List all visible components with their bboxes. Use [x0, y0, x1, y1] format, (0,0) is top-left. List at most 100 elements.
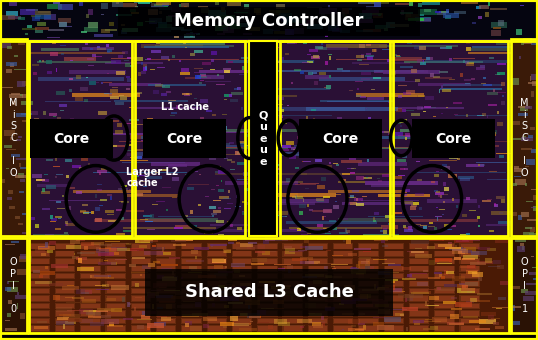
Bar — [261, 139, 265, 141]
Bar — [247, 134, 249, 137]
Bar — [219, 195, 229, 199]
Bar — [345, 228, 347, 232]
Bar — [198, 204, 201, 206]
Bar — [88, 312, 95, 317]
Bar — [44, 14, 56, 20]
Bar — [395, 107, 464, 109]
Bar — [232, 303, 252, 309]
Bar — [448, 124, 451, 125]
Bar — [492, 130, 497, 134]
Bar — [228, 302, 243, 304]
Bar — [366, 108, 367, 109]
Bar — [239, 328, 257, 331]
Bar — [427, 199, 477, 203]
Bar — [19, 256, 32, 262]
Bar — [53, 295, 60, 300]
Bar — [373, 258, 387, 260]
Bar — [131, 288, 151, 294]
Bar — [456, 240, 469, 242]
Bar — [515, 29, 522, 35]
Bar — [237, 152, 241, 154]
Bar — [274, 31, 292, 34]
Bar — [122, 51, 128, 54]
Bar — [438, 261, 449, 263]
Bar — [72, 94, 140, 97]
Bar — [476, 154, 483, 155]
Bar — [110, 89, 118, 93]
Bar — [53, 116, 55, 117]
Bar — [409, 325, 429, 332]
Bar — [335, 194, 341, 195]
Bar — [158, 316, 167, 318]
Bar — [182, 259, 201, 264]
Bar — [307, 54, 311, 55]
Bar — [309, 274, 327, 278]
Bar — [481, 83, 486, 84]
Bar — [408, 226, 412, 230]
Bar — [20, 313, 25, 319]
Bar — [96, 46, 100, 48]
Bar — [208, 311, 226, 316]
Bar — [83, 310, 96, 311]
Bar — [476, 6, 481, 8]
Bar — [156, 266, 176, 272]
Bar — [301, 161, 309, 162]
Bar — [194, 247, 209, 250]
Bar — [225, 126, 228, 130]
Bar — [490, 57, 494, 59]
Bar — [293, 258, 307, 261]
Bar — [171, 240, 186, 242]
Bar — [64, 57, 96, 61]
Bar — [413, 320, 424, 323]
Bar — [366, 259, 370, 264]
Bar — [434, 116, 436, 117]
Bar — [376, 287, 378, 288]
Bar — [271, 286, 289, 289]
Bar — [230, 23, 241, 29]
Bar — [225, 71, 229, 73]
Bar — [51, 221, 55, 222]
Bar — [327, 101, 393, 102]
Bar — [59, 314, 71, 316]
Bar — [233, 296, 251, 301]
Bar — [182, 244, 201, 249]
Bar — [533, 194, 538, 200]
Bar — [286, 221, 377, 224]
Bar — [182, 311, 201, 316]
Bar — [219, 280, 232, 283]
Bar — [105, 288, 126, 294]
Bar — [398, 175, 405, 176]
Bar — [321, 42, 323, 45]
Bar — [156, 310, 176, 317]
Bar — [434, 227, 437, 230]
Bar — [470, 148, 473, 150]
Bar — [385, 326, 403, 331]
Bar — [309, 251, 327, 256]
Bar — [127, 135, 129, 139]
Bar — [175, 291, 189, 295]
Bar — [313, 118, 315, 119]
Bar — [234, 12, 249, 13]
Bar — [80, 280, 101, 287]
Bar — [210, 213, 217, 215]
Bar — [233, 304, 251, 308]
Bar — [514, 166, 519, 169]
Bar — [286, 20, 288, 25]
Bar — [522, 39, 532, 44]
Bar — [182, 289, 201, 293]
Bar — [204, 81, 231, 82]
Bar — [346, 230, 350, 233]
Bar — [76, 289, 85, 293]
Bar — [402, 109, 406, 112]
Bar — [289, 155, 295, 159]
Bar — [123, 231, 131, 232]
Bar — [156, 0, 171, 5]
Bar — [357, 304, 373, 307]
Bar — [363, 29, 381, 32]
Bar — [287, 42, 296, 44]
Bar — [76, 148, 82, 152]
Bar — [366, 6, 381, 10]
Bar — [32, 64, 39, 66]
Bar — [384, 288, 404, 294]
Bar — [129, 119, 139, 121]
